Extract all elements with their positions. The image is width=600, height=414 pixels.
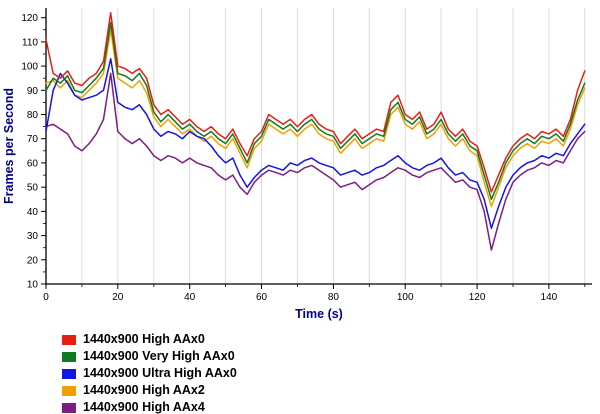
y-tick-label: 10 (27, 280, 39, 291)
y-tick-label: 110 (22, 37, 38, 48)
x-tick-label: 120 (469, 292, 486, 303)
legend-label-3: 1440x900 High AAx2 (83, 383, 205, 397)
x-tick-label: 60 (256, 292, 268, 303)
legend-label-2: 1440x900 Ultra High AAx0 (83, 366, 237, 380)
series-line-0 (45, 12, 586, 193)
x-tick-label: 140 (541, 292, 558, 303)
series-line-3 (45, 29, 586, 208)
x-tick-label: 0 (43, 292, 49, 303)
legend-item-0: 1440x900 High AAx0 (62, 331, 600, 348)
x-tick-label: 100 (397, 292, 414, 303)
x-tick-label: 80 (328, 292, 340, 303)
series-line-2 (45, 58, 586, 230)
y-tick-label: 90 (27, 86, 39, 97)
series-line-1 (45, 21, 586, 201)
legend-item-1: 1440x900 Very High AAx0 (62, 348, 600, 365)
y-axis-ticks: 10 20 30 40 50 60 70 80 90 100 110 120 (21, 13, 46, 291)
legend-swatch-4 (62, 402, 76, 413)
y-axis-title: Frames per Second (2, 88, 16, 204)
legend: 1440x900 High AAx0 1440x900 Very High AAx… (62, 331, 600, 414)
y-tick-label: 60 (27, 158, 39, 169)
gridlines (81, 8, 586, 284)
y-tick-label: 120 (21, 13, 38, 24)
y-tick-label: 20 (27, 255, 39, 266)
x-axis-title: Time (s) (295, 307, 343, 321)
series-line-4 (45, 72, 586, 251)
y-tick-label: 30 (27, 231, 39, 242)
axes (45, 8, 592, 285)
y-tick-label: 80 (27, 110, 39, 121)
legend-swatch-2 (62, 368, 76, 379)
y-tick-label: 50 (27, 183, 39, 194)
legend-label-0: 1440x900 High AAx0 (83, 332, 205, 346)
legend-swatch-3 (62, 385, 76, 396)
y-tick-label: 40 (27, 207, 39, 218)
y-tick-label: 70 (27, 134, 39, 145)
x-axis-ticks: 0 20 40 60 80 100 120 140 (43, 284, 586, 303)
legend-label-4: 1440x900 High AAx4 (83, 400, 205, 414)
legend-item-2: 1440x900 Ultra High AAx0 (62, 365, 600, 382)
legend-label-1: 1440x900 Very High AAx0 (83, 349, 235, 363)
legend-item-4: 1440x900 High AAx4 (62, 399, 600, 414)
x-tick-label: 40 (184, 292, 196, 303)
y-tick-label: 100 (21, 62, 38, 73)
legend-item-3: 1440x900 High AAx2 (62, 382, 600, 399)
legend-swatch-1 (62, 351, 76, 362)
legend-swatch-0 (62, 334, 76, 345)
x-tick-label: 20 (112, 292, 124, 303)
series-lines (45, 12, 586, 251)
